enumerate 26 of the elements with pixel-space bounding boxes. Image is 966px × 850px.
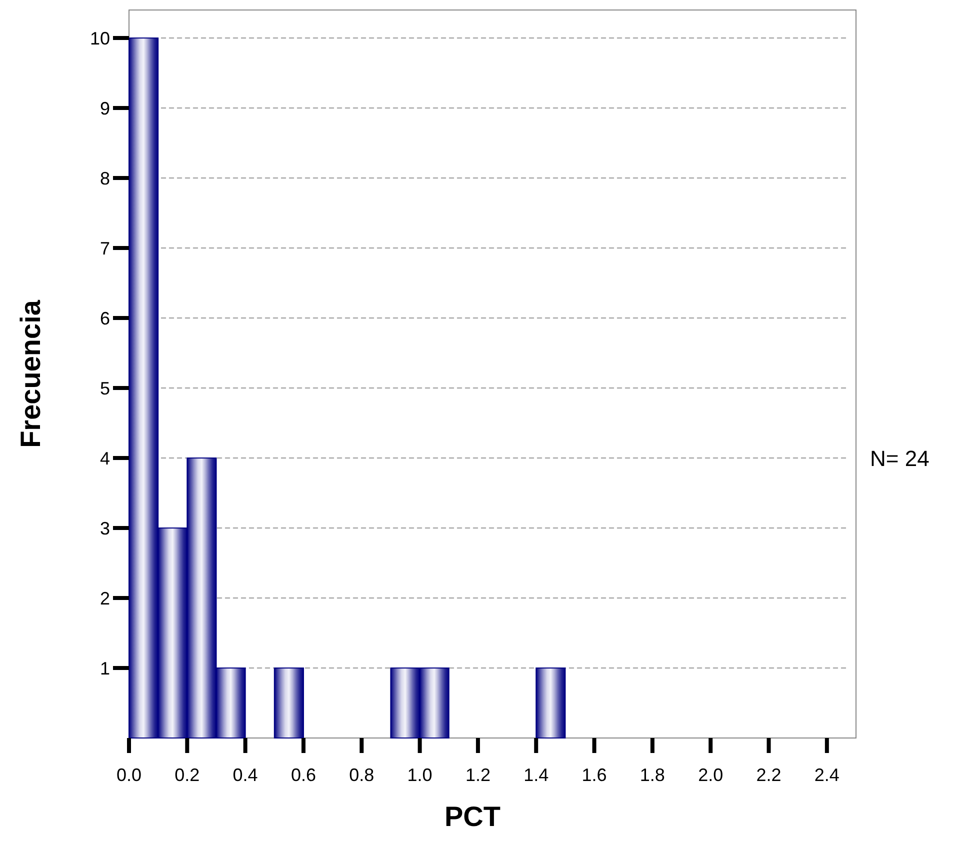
y-tick-label: 7 xyxy=(100,238,110,258)
y-tick-label: 6 xyxy=(100,308,110,328)
x-tick-label: 0.4 xyxy=(232,765,258,785)
y-axis-title: Frecuencia xyxy=(15,300,46,448)
y-tick-label: 9 xyxy=(100,98,110,118)
x-tick-label: 1.0 xyxy=(407,765,432,785)
x-tick-label: 2.2 xyxy=(756,765,782,785)
x-tick-label: 0.8 xyxy=(349,765,374,785)
x-tick-label: 2.0 xyxy=(698,765,724,785)
y-tick-label: 5 xyxy=(100,378,110,398)
y-tick-label: 1 xyxy=(100,658,110,678)
text: N= 24 xyxy=(870,446,930,471)
x-tick-label: 0.0 xyxy=(116,765,142,785)
x-tick-label: 1.8 xyxy=(640,765,665,785)
y-tick-label: 3 xyxy=(100,518,110,538)
x-tick-label: 0.2 xyxy=(174,765,200,785)
x-tick-label: 1.4 xyxy=(524,765,549,785)
y-tick-label: 2 xyxy=(100,588,110,608)
x-tick-label: 1.2 xyxy=(465,765,490,785)
x-axis-title: PCT xyxy=(444,801,500,832)
x-tick-label: 1.6 xyxy=(582,765,607,785)
y-tick-label: 10 xyxy=(90,28,110,48)
x-tick-label: 2.4 xyxy=(814,765,840,785)
x-tick-label: 0.6 xyxy=(290,765,316,785)
y-tick-label: 4 xyxy=(100,448,110,468)
y-tick-label: 8 xyxy=(100,168,110,188)
